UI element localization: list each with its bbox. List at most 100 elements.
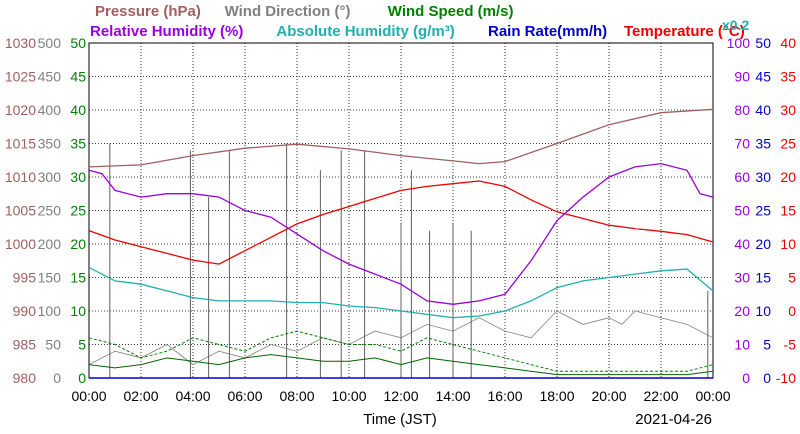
x-tick-label: 00:00 [695, 388, 730, 404]
series-layer [88, 108, 714, 379]
tick-label-temperature: -10 [776, 370, 796, 386]
tick-label-wind_speed: 35 [70, 136, 86, 152]
legend-label: Absolute Humidity (g/m³) [276, 23, 454, 40]
legend-scale-label: x0.2 [722, 17, 749, 33]
legend-label: Temperature (°C) [624, 23, 745, 40]
x-axis-ticks: 00:00 02:00 04:00 06:00 08:00 10:00 12:00 14:00… [71, 388, 730, 404]
tick-label-wind_direction: 400 [38, 102, 62, 118]
series-pressure-hpa [88, 108, 714, 168]
legend-label: Relative Humidity (%) [90, 23, 243, 40]
tick-label-pressure: 1020 [5, 102, 36, 118]
tick-label-wind_speed: 25 [70, 203, 86, 219]
tick-label-wind_speed: 30 [70, 169, 86, 185]
x-tick-label: 02:00 [123, 388, 158, 404]
x-tick-label: 10:00 [331, 388, 366, 404]
tick-label-temperature: 20 [780, 169, 796, 185]
tick-label-rain: 35 [755, 136, 771, 152]
tick-label-humidity: 40 [734, 236, 750, 252]
legend-label: Wind Direction (°) [225, 3, 351, 20]
series-temperature-c [88, 180, 714, 265]
tick-label-wind_speed: 45 [70, 69, 86, 85]
tick-label-temperature: 0 [788, 303, 796, 319]
tick-label-pressure: 1000 [5, 236, 36, 252]
tick-label-wind_direction: 450 [38, 69, 62, 85]
tick-label-pressure: 990 [13, 303, 37, 319]
x-tick-label: 12:00 [383, 388, 418, 404]
tick-label-temperature: 15 [780, 203, 796, 219]
tick-label-temperature: -5 [784, 337, 797, 353]
tick-label-humidity: 50 [734, 203, 750, 219]
x-tick-label: 16:00 [487, 388, 522, 404]
tick-label-rain: 30 [755, 169, 771, 185]
tick-label-rain: 20 [755, 236, 771, 252]
legend-label: Rain Rate(mm/h) [488, 23, 607, 40]
x-tick-label: 06:00 [227, 388, 262, 404]
tick-label-wind_speed: 0 [78, 370, 86, 386]
legend-row-bottom: Relative Humidity (%) Absolute Humidity (… [90, 17, 749, 40]
tick-label-wind_direction: 350 [38, 136, 62, 152]
tick-label-humidity: 70 [734, 136, 750, 152]
tick-label-pressure: 1015 [5, 136, 36, 152]
tick-label-temperature: 25 [780, 136, 796, 152]
chart-date: 2021-04-26 [635, 411, 712, 428]
left-axes: 1030102510201015101010051000995990985980… [5, 35, 86, 386]
tick-label-rain: 45 [755, 69, 771, 85]
tick-label-temperature: 35 [780, 69, 796, 85]
tick-label-wind_direction: 500 [38, 35, 62, 51]
series-absolute-humidity-g-m [88, 266, 714, 319]
series-relative-humidity [88, 162, 714, 305]
tick-label-wind_speed: 15 [70, 270, 86, 286]
series-wind-speed [88, 354, 714, 376]
tick-label-wind_speed: 20 [70, 236, 86, 252]
x-tick-label: 20:00 [591, 388, 626, 404]
right-axes: 1009080706050403020100504540353025201510… [727, 35, 797, 386]
x-tick-label: 04:00 [175, 388, 210, 404]
tick-label-rain: 50 [755, 35, 771, 51]
legend-label: Pressure (hPa) [95, 3, 201, 20]
tick-label-humidity: 30 [734, 270, 750, 286]
x-axis-label: Time (JST) [363, 411, 437, 428]
tick-label-rain: 25 [755, 203, 771, 219]
legend-row-top: Pressure (hPa) Wind Direction (°) Wind Spe… [95, 3, 514, 20]
tick-label-wind_direction: 100 [38, 303, 62, 319]
tick-label-wind_direction: 0 [53, 370, 61, 386]
tick-label-humidity: 60 [734, 169, 750, 185]
tick-label-wind_direction: 250 [38, 203, 62, 219]
tick-label-humidity: 0 [742, 370, 750, 386]
tick-label-rain: 5 [763, 337, 771, 353]
tick-label-wind_direction: 150 [38, 270, 62, 286]
tick-label-humidity: 100 [727, 35, 751, 51]
x-tick-label: 18:00 [539, 388, 574, 404]
tick-label-temperature: 40 [780, 35, 796, 51]
x-tick-label: 08:00 [279, 388, 314, 404]
tick-label-humidity: 80 [734, 102, 750, 118]
series-wind-speed-gust [88, 330, 714, 372]
tick-label-rain: 40 [755, 102, 771, 118]
x-tick-label: 22:00 [643, 388, 678, 404]
tick-label-temperature: 10 [780, 236, 796, 252]
x-tick-label: 14:00 [435, 388, 470, 404]
tick-label-rain: 0 [763, 370, 771, 386]
tick-label-wind_direction: 50 [45, 337, 61, 353]
x-tick-label: 00:00 [71, 388, 106, 404]
tick-label-temperature: 5 [788, 270, 796, 286]
tick-label-rain: 10 [755, 303, 771, 319]
legend-label: Wind Speed (m/s) [388, 3, 514, 20]
tick-label-humidity: 20 [734, 303, 750, 319]
tick-label-pressure: 1030 [5, 35, 36, 51]
tick-label-wind_direction: 300 [38, 169, 62, 185]
tick-label-humidity: 90 [734, 69, 750, 85]
tick-label-rain: 15 [755, 270, 771, 286]
tick-label-wind_speed: 5 [78, 337, 86, 353]
tick-label-wind_speed: 10 [70, 303, 86, 319]
tick-label-pressure: 1010 [5, 169, 36, 185]
tick-label-pressure: 1025 [5, 69, 36, 85]
tick-label-pressure: 985 [13, 337, 37, 353]
series-wind-direction [88, 310, 714, 366]
tick-label-temperature: 30 [780, 102, 796, 118]
tick-label-pressure: 995 [13, 270, 37, 286]
tick-label-pressure: 980 [13, 370, 37, 386]
tick-label-wind_direction: 200 [38, 236, 62, 252]
tick-label-humidity: 10 [734, 337, 750, 353]
